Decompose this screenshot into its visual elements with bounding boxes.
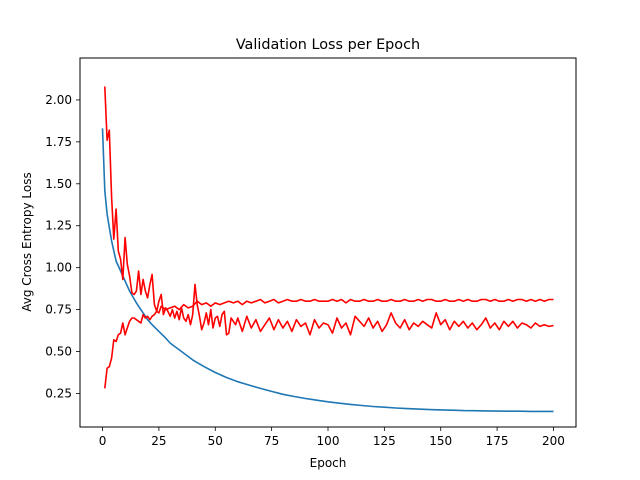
y-axis: 0.25 0.50 0.75 1.00 1.25 1.50 1.75 2.00 [45, 93, 80, 400]
x-tick-label: 175 [486, 434, 509, 448]
series-layer [101, 86, 554, 413]
y-tick-label: 1.00 [45, 261, 72, 275]
series-line-3 [104, 298, 554, 389]
series-line-2 [104, 86, 554, 336]
chart-title: Validation Loss per Epoch [236, 37, 420, 53]
y-tick-label: 0.25 [45, 386, 72, 400]
x-tick-label: 100 [317, 434, 340, 448]
y-tick-label: 0.50 [45, 345, 72, 359]
y-axis-label: Avg Cross Entropy Loss [20, 172, 34, 312]
x-axis-label: Epoch [310, 456, 347, 470]
x-tick-label: 50 [208, 434, 223, 448]
x-tick-label: 25 [151, 434, 166, 448]
x-tick-label: 0 [99, 434, 107, 448]
y-tick-label: 1.50 [45, 177, 72, 191]
x-tick-label: 200 [542, 434, 565, 448]
series-line-1 [101, 128, 554, 413]
y-tick-label: 2.00 [45, 93, 72, 107]
x-axis: 0 25 50 75 100 125 150 175 200 [99, 427, 565, 448]
x-tick-label: 150 [429, 434, 452, 448]
x-tick-label: 75 [264, 434, 279, 448]
y-tick-label: 0.75 [45, 303, 72, 317]
x-tick-label: 125 [373, 434, 396, 448]
y-tick-label: 1.25 [45, 219, 72, 233]
plot-area: 0 25 50 75 100 125 150 175 200 0.25 0.50 0.75 1.00 1… [45, 57, 577, 448]
axes-frame [79, 57, 577, 428]
y-tick-label: 1.75 [45, 135, 72, 149]
